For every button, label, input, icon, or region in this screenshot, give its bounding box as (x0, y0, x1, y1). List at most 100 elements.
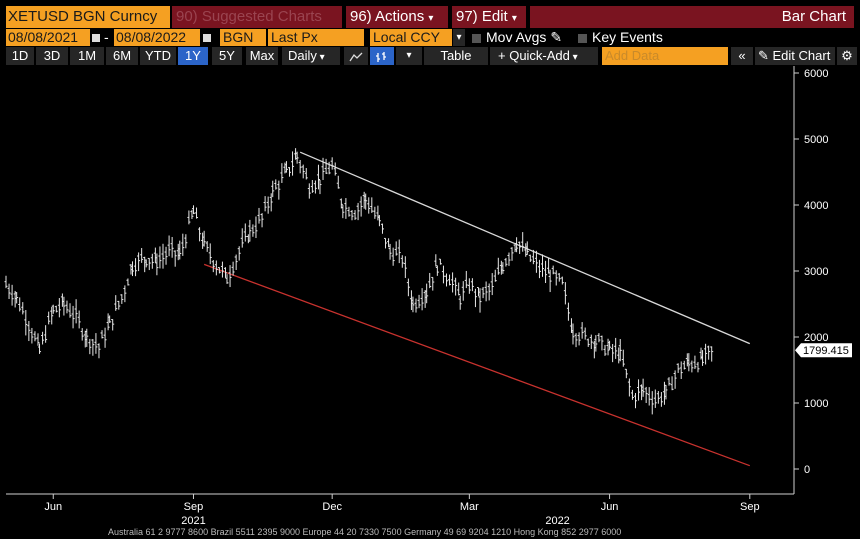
calendar-icon[interactable] (202, 29, 212, 46)
year-label: 2022 (545, 515, 569, 526)
parameter-bar: 08/08/2021 - 08/08/2022 BGN Last Px Loca… (0, 29, 860, 46)
price-bar (417, 294, 421, 309)
price-bar (664, 384, 668, 400)
title-bar: XETUSD BGN Curncy 90) Suggested Charts 9… (0, 6, 860, 28)
price-bar (269, 193, 273, 212)
field-select[interactable]: Last Px (268, 29, 364, 46)
range-5y-button[interactable]: 5Y (212, 47, 242, 65)
mov-avgs-label: Mov Avgs (486, 29, 547, 45)
chevron-down-icon[interactable]: ▾ (396, 47, 422, 65)
price-bar (51, 304, 55, 314)
price-bar (637, 379, 641, 401)
price-bar (50, 306, 54, 325)
price-bar (57, 298, 61, 318)
checkbox-icon (578, 33, 587, 43)
end-date-field[interactable]: 08/08/2022 (114, 29, 200, 46)
price-bar (27, 320, 31, 342)
price-bar (85, 328, 89, 347)
edit-chart-button[interactable]: ✎ Edit Chart (755, 47, 835, 65)
date-separator: - (104, 29, 109, 45)
bar-chart-icon[interactable] (370, 47, 394, 65)
add-data-input[interactable]: Add Data (602, 47, 728, 65)
range-max-button[interactable]: Max (246, 47, 278, 65)
price-bar (231, 261, 235, 276)
x-tick-label: Jun (44, 501, 62, 513)
range-1y-button[interactable]: 1Y (178, 47, 208, 65)
price-bar (696, 361, 700, 373)
edit-menu[interactable]: 97) Edit ▾ (452, 6, 526, 28)
quick-add-button[interactable]: + Quick-Add ▾ (490, 47, 598, 65)
calendar-icon[interactable] (91, 29, 101, 46)
price-bar (228, 265, 232, 288)
gear-icon[interactable]: ⚙ (837, 47, 857, 65)
price-bar (707, 345, 711, 360)
range-3d-button[interactable]: 3D (36, 47, 68, 65)
frequency-select[interactable]: Daily ▾ (282, 47, 340, 65)
range-1d-button[interactable]: 1D (6, 47, 34, 65)
price-bar (493, 269, 497, 282)
price-bar (583, 327, 587, 340)
x-tick-label: Dec (322, 501, 342, 513)
price-bar (103, 327, 107, 348)
price-bar (611, 344, 615, 363)
line-chart-icon[interactable] (344, 47, 368, 65)
price-bar (400, 255, 404, 268)
price-bar (123, 285, 127, 303)
currency-select[interactable]: Local CCY (370, 29, 452, 46)
price-bar (394, 241, 398, 256)
last-value-tag: 1799.415 (795, 343, 852, 358)
price-bar (147, 257, 151, 271)
price-bar (74, 299, 78, 324)
price-bar (91, 339, 95, 356)
price-bar (515, 237, 519, 253)
price-bar (353, 210, 357, 220)
range-ytd-button[interactable]: YTD (140, 47, 176, 65)
actions-menu[interactable]: 96) Actions ▾ (346, 6, 448, 28)
collapse-icon[interactable]: « (731, 47, 753, 65)
price-bar (208, 243, 212, 265)
chevron-down-icon: ▾ (428, 13, 434, 24)
price-bar (24, 309, 28, 336)
price-bar (341, 204, 345, 219)
price-bar (566, 302, 570, 321)
price-bar (679, 361, 683, 380)
price-bar (451, 272, 455, 293)
price-bar (644, 386, 648, 403)
price-bar (263, 196, 267, 212)
range-6m-button[interactable]: 6M (106, 47, 138, 65)
price-bar (534, 250, 538, 273)
x-tick-label: Jun (601, 501, 619, 513)
price-bar (586, 338, 590, 347)
price-bar (518, 241, 522, 254)
start-date-field[interactable]: 08/08/2021 (6, 29, 90, 46)
price-bar (656, 391, 660, 404)
security-field[interactable]: XETUSD BGN Curncy (6, 6, 170, 28)
price-bar (458, 295, 462, 310)
price-bar (257, 207, 261, 224)
price-bar (277, 180, 281, 200)
price-bar (187, 210, 191, 225)
y-tick-label: 4000 (804, 200, 828, 212)
price-bar (274, 179, 278, 190)
source-field[interactable]: BGN (220, 29, 266, 46)
key-events-toggle[interactable]: Key Events (578, 29, 688, 46)
price-bar (478, 288, 482, 313)
price-bars (4, 148, 714, 415)
price-bar (313, 180, 317, 194)
price-bar (435, 265, 439, 276)
price-bar (223, 267, 227, 278)
price-bar (220, 261, 224, 278)
chevron-down-icon[interactable]: ▾ (453, 29, 465, 46)
suggested-charts-button[interactable]: 90) Suggested Charts (172, 6, 342, 28)
price-bar (4, 275, 8, 289)
table-button[interactable]: Table (424, 47, 488, 65)
range-1m-button[interactable]: 1M (70, 47, 104, 65)
price-chart: 0 1000 2000 3000 4000 5000 6000 Jun Sep Dec Mar Ju… (0, 66, 860, 526)
price-bar (155, 253, 159, 276)
mov-avgs-toggle[interactable]: Mov Avgs ✎ (472, 29, 572, 46)
price-bar (97, 343, 101, 359)
price-bar (117, 300, 121, 310)
price-bar (621, 349, 625, 367)
price-bar (606, 338, 610, 356)
price-bar (339, 198, 343, 209)
